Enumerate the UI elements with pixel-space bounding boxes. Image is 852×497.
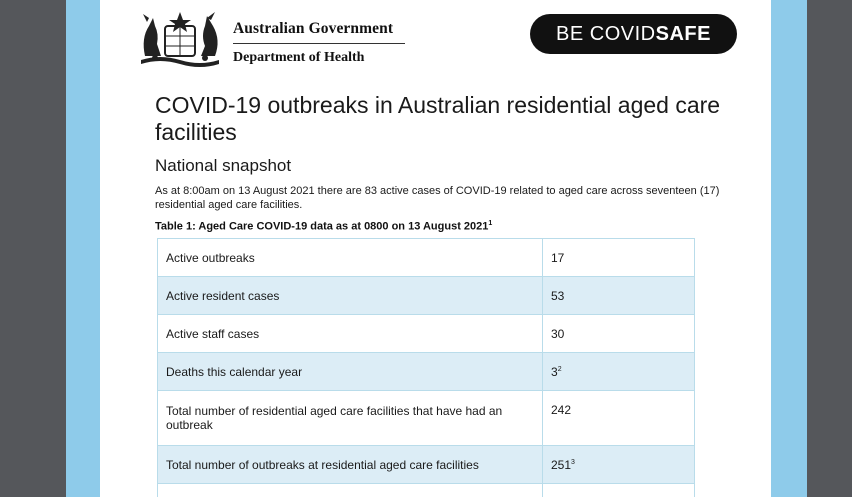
- aged-care-data-table: Active outbreaks 17 Active resident case…: [157, 238, 695, 497]
- row-label: Total number of residential aged care fa…: [157, 390, 543, 446]
- table-caption: Table 1: Aged Care COVID-19 data as at 0…: [155, 220, 492, 233]
- government-name: Australian Government: [233, 20, 394, 37]
- covidsafe-badge: BE COVIDSAFE: [530, 14, 737, 54]
- intro-paragraph: As at 8:00am on 13 August 2021 there are…: [155, 185, 720, 211]
- row-value: 32: [542, 352, 695, 391]
- row-value: 53: [542, 276, 695, 315]
- row-label: Active staff cases: [157, 314, 543, 353]
- row-value-number: 3: [551, 364, 558, 379]
- row-value: 30: [542, 314, 695, 353]
- row-value: 242: [542, 390, 695, 446]
- row-label: Active outbreaks: [157, 238, 543, 277]
- row-value-number: 30: [551, 326, 565, 341]
- table-row: [157, 483, 695, 497]
- row-value-number: 17: [551, 250, 565, 265]
- row-label-empty: [157, 483, 543, 497]
- table-caption-footnote: 1: [488, 220, 493, 227]
- frame-left-blue: [66, 0, 100, 497]
- document-subtitle: National snapshot: [155, 156, 292, 175]
- coat-of-arms-icon: [141, 12, 219, 67]
- row-value-empty: [542, 483, 695, 497]
- row-value: 17: [542, 238, 695, 277]
- table-caption-text: Table 1: Aged Care COVID-19 data as at 0…: [155, 220, 489, 233]
- frame-right-dark: [807, 0, 852, 497]
- row-value: 2513: [542, 445, 695, 484]
- table-row: Active outbreaks 17: [157, 238, 695, 277]
- row-footnote: 2: [557, 365, 562, 373]
- covidsafe-be: BE COVID: [556, 23, 656, 45]
- document-title: COVID-19 outbreaks in Australian residen…: [155, 92, 721, 145]
- row-footnote: 3: [571, 458, 575, 466]
- row-label: Total number of outbreaks at residential…: [157, 445, 543, 484]
- table-row: Deaths this calendar year 32: [157, 352, 695, 391]
- department-name: Department of Health: [233, 50, 365, 65]
- row-label: Deaths this calendar year: [157, 352, 543, 391]
- row-label: Active resident cases: [157, 276, 543, 315]
- frame-right-blue: [771, 0, 807, 497]
- row-value-number: 251: [551, 457, 572, 472]
- document-page: Australian Government Department of Heal…: [100, 0, 771, 497]
- table-row: Total number of outbreaks at residential…: [157, 445, 695, 484]
- table-row: Active staff cases 30: [157, 314, 695, 353]
- frame-left-dark: [0, 0, 66, 497]
- row-value-number: 53: [551, 288, 565, 303]
- header-divider: [233, 43, 405, 44]
- table-row: Active resident cases 53: [157, 276, 695, 315]
- row-value-number: 242: [551, 403, 572, 417]
- covidsafe-safe: SAFE: [655, 23, 711, 45]
- table-row: Total number of residential aged care fa…: [157, 390, 695, 446]
